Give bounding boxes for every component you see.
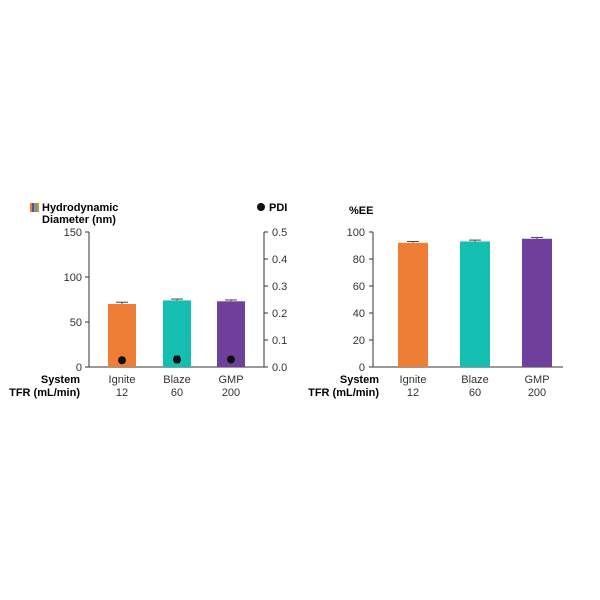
x-tfr-label: 200 [222,387,240,399]
x-tfr-label: 60 [171,387,183,399]
x-category-label: GMP [218,374,243,386]
legend-diameter-swatch-stripe-2 [35,203,37,212]
x-tfr-label: 12 [116,387,128,399]
legend-diameter-label-2: Diameter (nm) [42,214,116,226]
right-y-tick-label: 0.1 [272,335,287,347]
row-label-tfr-right: TFR (mL/min) [308,387,379,399]
ee-y-tick-label: 0 [359,362,365,374]
x-category-label: Ignite [109,374,136,386]
bar-ee-gmp [522,238,552,367]
left-y-tick-label: 50 [70,317,82,329]
right-y-tick-label: 0.0 [272,362,287,374]
ee-y-tick-label: 100 [347,227,365,239]
pdi-point-ignite [118,356,126,365]
ee-y-tick-label: 60 [353,281,365,293]
legend-pdi-marker [257,203,265,211]
row-label-tfr-left: TFR (mL/min) [9,387,80,399]
x-category-label: Ignite [400,374,427,386]
left-y-tick-label: 0 [76,362,82,374]
ee-axis-label: %EE [349,205,373,217]
ee-y-tick-label: 40 [353,308,365,320]
x-tfr-label: 12 [407,387,419,399]
chart-left: Hydrodynamic Diameter (nm) PDI 0 50 100 150… [9,202,287,399]
ee-y-tick-label: 20 [353,335,365,347]
x-category-label: GMP [524,374,549,386]
right-y-tick-label: 0.2 [272,308,287,320]
bar-ee-blaze [460,241,490,367]
x-category-label: Blaze [163,374,191,386]
ee-y-tick-label: 80 [353,254,365,266]
left-y-tick-label: 150 [64,227,82,239]
row-label-system-right: System [340,374,379,386]
legend-diameter-label-1: Hydrodynamic [42,202,118,214]
left-y-tick-label: 100 [64,272,82,284]
right-y-tick-label: 0.4 [272,254,287,266]
pdi-point-blaze [173,355,181,364]
legend-diameter-swatch [30,203,39,212]
bar-ee-ignite [398,242,428,367]
right-y-tick-label: 0.5 [272,227,287,239]
legend-diameter-swatch-stripe [32,203,34,212]
x-tfr-label: 60 [469,387,481,399]
pdi-point-gmp [227,355,235,364]
row-label-system-left: System [41,374,80,386]
right-y-tick-label: 0.3 [272,281,287,293]
legend-pdi-label: PDI [269,202,287,214]
x-tfr-label: 200 [528,387,546,399]
x-category-label: Blaze [461,374,489,386]
